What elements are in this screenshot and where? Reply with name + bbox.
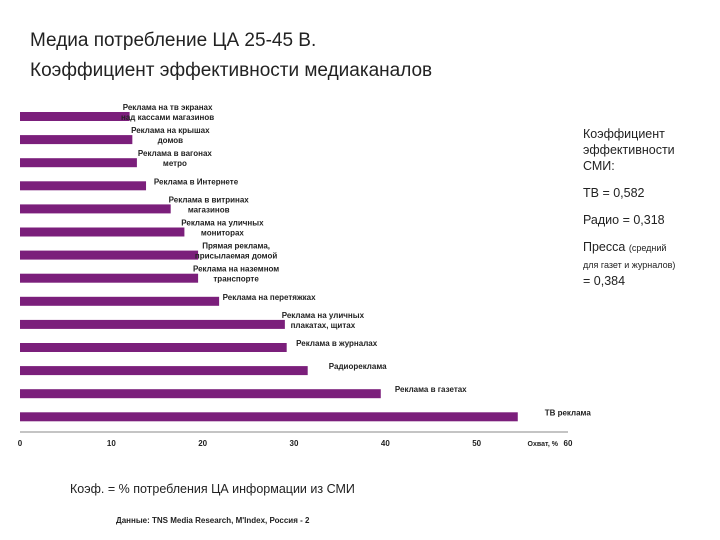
bar-category-label: Реклама на крышах <box>131 126 210 135</box>
bar-category-label: плакатах, щитах <box>291 321 356 330</box>
press-label: Пресса <box>583 240 626 254</box>
tv-coefficient: ТВ = 0,582 <box>583 186 645 200</box>
bar <box>20 135 133 145</box>
bar-category-label: Реклама на уличных <box>282 311 365 320</box>
bar <box>20 296 220 306</box>
bar-category-label: Реклама в Интернете <box>154 177 239 186</box>
x-tick-label: 10 <box>107 439 116 448</box>
x-axis-label: Охват, % <box>528 441 559 448</box>
bar-category-label: Реклама в журналах <box>296 339 378 348</box>
bar <box>20 389 381 399</box>
bar-category-label: Реклама на уличных <box>181 219 264 228</box>
efficiency-heading: Коэффициент эффективности СМИ: <box>583 126 713 174</box>
bar-category-label: Реклама в витринах <box>169 195 250 204</box>
title-line-1: Медиа потребление ЦА 25-45 В. <box>30 30 317 51</box>
bar <box>20 158 137 168</box>
bar-category-label: ТВ реклама <box>545 408 592 417</box>
efficiency-heading-line: СМИ: <box>583 159 615 173</box>
bar-category-label: Реклама в газетах <box>395 385 467 394</box>
bar <box>20 319 285 329</box>
press-note: (средний <box>628 243 667 253</box>
x-tick-label: 20 <box>198 439 207 448</box>
data-source: Данные: TNS Media Research, M'Index, Рос… <box>116 516 310 525</box>
bar <box>20 412 518 422</box>
bar-category-label: присылаемая домой <box>195 252 278 261</box>
press-value: = 0,384 <box>583 274 626 288</box>
bar <box>20 112 130 121</box>
bar-category-label: Реклама на наземном <box>193 265 279 274</box>
bar-category-label: над кассами магазинов <box>121 113 214 122</box>
bar-category-label: метро <box>163 159 187 168</box>
bar <box>20 227 185 237</box>
press-note: для газет и журналов) <box>583 260 676 270</box>
bar <box>20 250 199 260</box>
bar <box>20 273 199 283</box>
bar-category-label: Реклама на перетяжках <box>223 293 316 302</box>
bar <box>20 181 147 191</box>
bar-category-label: мониторах <box>201 229 244 238</box>
efficiency-heading-line: эффективности <box>583 143 675 157</box>
bar-category-label: Прямая реклама, <box>202 242 270 251</box>
formula-note: Коэф. = % потребления ЦА информации из С… <box>70 482 355 496</box>
press-coefficient: Пресса (средний для газет и журналов) = … <box>583 239 713 289</box>
x-tick-label: 40 <box>381 439 390 448</box>
page-title: Медиа потребление ЦА 25-45 В. Коэффициен… <box>30 26 432 86</box>
bar-category-label: транспорте <box>213 275 259 284</box>
x-tick-label: 0 <box>18 439 23 448</box>
efficiency-heading-line: Коэффициент <box>583 127 665 141</box>
bar <box>20 366 308 376</box>
x-tick-label: 50 <box>472 439 481 448</box>
efficiency-panel: Коэффициент эффективности СМИ: ТВ = 0,58… <box>583 126 713 300</box>
bar-category-label: Радиореклама <box>329 362 387 371</box>
bar-category-label: Реклама в вагонах <box>138 149 213 158</box>
x-tick-label: 30 <box>290 439 299 448</box>
bar-category-label: домов <box>158 136 184 145</box>
x-tick-label: 60 <box>564 439 573 448</box>
radio-coefficient: Радио = 0,318 <box>583 213 665 227</box>
bar <box>20 204 171 214</box>
bar <box>20 343 287 352</box>
bar-category-label: магазинов <box>188 205 230 214</box>
title-line-2: Коэффициент эффективности медиаканалов <box>30 60 433 81</box>
bar-category-label: Реклама на тв экранах <box>123 103 213 112</box>
